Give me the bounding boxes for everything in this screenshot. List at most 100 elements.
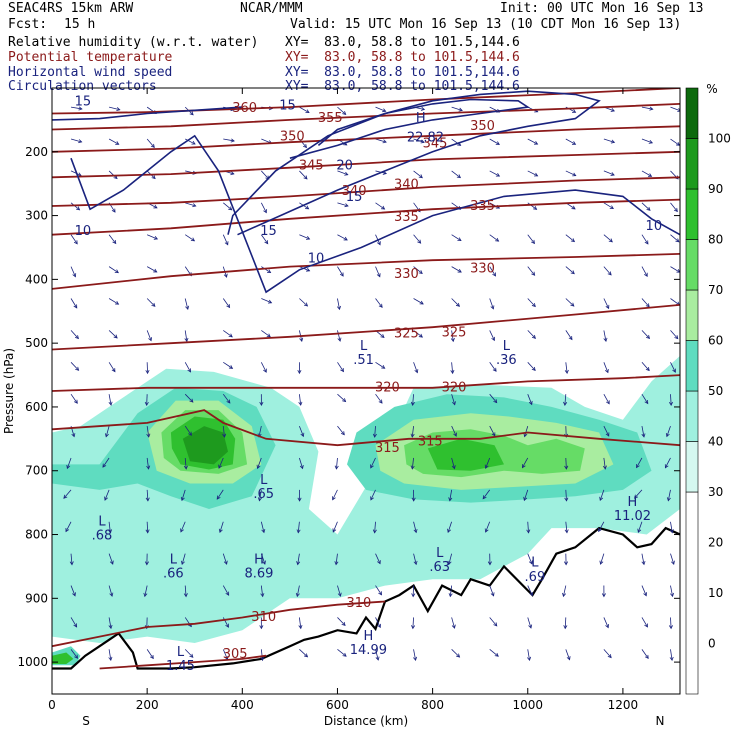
circulation-vector — [410, 394, 415, 406]
circulation-vector — [451, 106, 463, 112]
circulation-vector — [375, 585, 382, 596]
circulation-vector — [527, 298, 536, 308]
circulation-vector — [602, 457, 607, 470]
circulation-vector — [448, 585, 453, 598]
theta-contour-335 — [52, 198, 680, 236]
extremum-symbol: H — [363, 629, 373, 644]
circulation-vector — [375, 617, 381, 629]
field-theta-xy: XY= 83.0, 58.8 to 101.5,144.6 — [285, 50, 520, 65]
theta-contour-label: 340 — [342, 184, 367, 199]
circulation-vector — [603, 617, 609, 629]
circulation-vector — [146, 457, 151, 470]
circulation-vector — [184, 234, 196, 242]
circulation-vector — [260, 202, 267, 214]
theta-contour-label: 345 — [423, 137, 448, 152]
extremum-value: 14.99 — [350, 643, 387, 658]
field-wind-name: Horizontal wind speed — [8, 65, 173, 80]
theta-contour-label: 345 — [299, 158, 324, 173]
theta-contour-label: 320 — [375, 380, 400, 395]
circulation-vector — [337, 202, 349, 208]
circulation-vector — [299, 298, 309, 307]
circulation-vector — [603, 393, 610, 405]
circulation-vector — [601, 585, 606, 598]
theta-contour-340 — [52, 176, 680, 207]
circulation-vector — [185, 138, 196, 145]
potential-temperature-contours — [52, 88, 680, 670]
circulation-vector — [641, 298, 650, 308]
theta-contour-330 — [52, 253, 680, 290]
y-tick-label: 800 — [25, 528, 48, 542]
y-axis-label: Pressure (hPa) — [2, 348, 16, 434]
circulation-vector — [413, 234, 422, 244]
circulation-vector — [563, 394, 568, 406]
circulation-vector — [70, 649, 79, 659]
circulation-vector — [299, 170, 308, 180]
theta-contour-label: 340 — [394, 177, 419, 192]
circulation-vector — [670, 362, 676, 373]
theta-contour-label: 305 — [223, 647, 248, 662]
circulation-vector — [634, 489, 643, 499]
circulation-vector — [451, 617, 456, 629]
circulation-vector — [641, 330, 651, 340]
theta-contour-315 — [52, 409, 680, 447]
circulation-vector — [223, 361, 234, 369]
colorbar-swatch--10 — [685, 491, 699, 695]
circulation-vector — [70, 202, 81, 211]
circulation-vector — [564, 457, 569, 470]
x-left-end-label: S — [82, 714, 90, 728]
circulation-vector — [70, 393, 78, 404]
circulation-vector — [603, 425, 610, 437]
circulation-vector — [603, 362, 609, 374]
circulation-vector — [527, 394, 533, 406]
extremum-symbol: L — [531, 556, 539, 571]
extremum-symbol: H — [254, 553, 264, 568]
theta-contour-label: 355 — [318, 111, 343, 126]
extremum-symbol: L — [98, 514, 106, 529]
theta-contour-label: 330 — [394, 267, 419, 282]
relative-humidity-shading — [52, 355, 680, 666]
circulation-vector — [297, 489, 302, 502]
colorbar-swatch-70 — [685, 239, 699, 291]
circulation-vector — [641, 234, 649, 245]
circulation-vector — [641, 553, 646, 566]
circulation-vector — [670, 330, 679, 340]
circulation-vector — [450, 362, 455, 375]
circulation-vector — [489, 170, 501, 177]
circulation-vector — [451, 266, 462, 273]
circulation-vector — [603, 266, 612, 276]
y-tick-label: 300 — [25, 209, 48, 223]
circulation-vector — [641, 138, 654, 144]
circulation-vector — [413, 266, 423, 274]
colorbar-tick-label: 80 — [708, 233, 723, 247]
circulation-vector — [299, 425, 305, 438]
circulation-vector — [65, 521, 72, 533]
colorbar-unit: % — [706, 82, 717, 96]
circulation-vector — [451, 394, 456, 406]
colorbar-tick-label: 100 — [708, 132, 731, 146]
circulation-vector — [489, 649, 499, 657]
colorbar-tick-label: 50 — [708, 384, 723, 398]
circulation-vector — [260, 585, 265, 598]
circulation-vector — [603, 234, 613, 243]
circulation-vector — [413, 521, 418, 534]
circulation-vector — [599, 489, 605, 502]
extremum-value: .51 — [353, 353, 374, 368]
circulation-vector — [261, 330, 271, 338]
circulation-vector — [565, 298, 575, 307]
circulation-vector — [108, 266, 119, 274]
x-tick-label: 200 — [136, 698, 159, 712]
y-tick-label: 500 — [25, 336, 48, 350]
theta-contour-345 — [52, 150, 680, 179]
circulation-vector — [184, 298, 190, 311]
circulation-vector — [180, 489, 186, 502]
y-tick-label: 900 — [25, 591, 48, 605]
circulation-vector — [670, 234, 680, 243]
circulation-vector — [260, 553, 266, 565]
circulation-vector — [143, 585, 148, 598]
circulation-vector — [299, 138, 307, 149]
circulation-vector — [223, 202, 233, 211]
circulation-vector — [670, 138, 680, 146]
circulation-vector — [216, 489, 224, 500]
circulation-vector — [334, 553, 339, 566]
x-axis-label: Distance (km) — [324, 714, 408, 728]
